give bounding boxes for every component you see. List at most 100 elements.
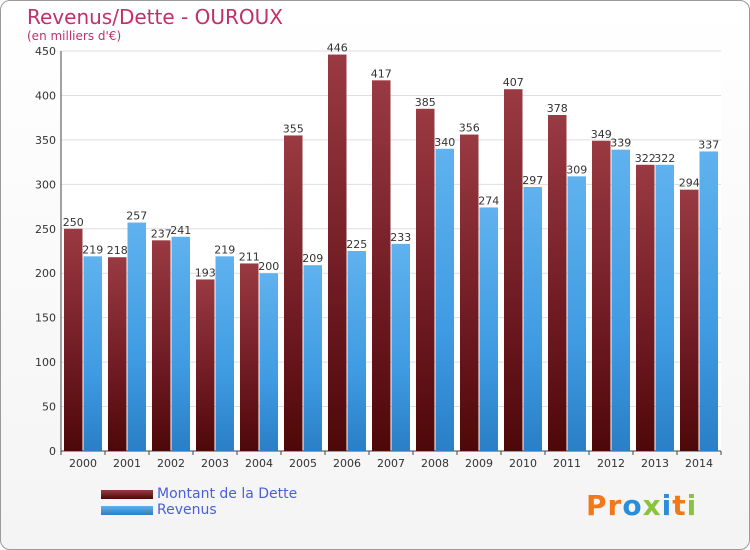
logo-letter: i — [686, 489, 698, 522]
x-tick-label: 2000 — [69, 457, 97, 470]
data-label: 322 — [654, 152, 675, 165]
logo-letter: i — [661, 489, 673, 522]
bar-dette — [416, 108, 435, 452]
legend-label-dette: Montant de la Dette — [157, 486, 298, 502]
y-tick-label: 250 — [35, 223, 56, 236]
data-label: 385 — [415, 96, 436, 109]
data-label: 339 — [610, 137, 631, 150]
proxiti-logo: Proxiti — [586, 489, 697, 522]
y-tick-label: 150 — [35, 312, 56, 325]
chart-subtitle: (en milliers d'€) — [27, 29, 122, 43]
legend-label-revenus: Revenus — [157, 502, 217, 518]
data-label: 378 — [547, 102, 568, 115]
data-label: 200 — [258, 260, 279, 273]
data-label: 218 — [107, 244, 128, 257]
data-label: 241 — [170, 224, 191, 237]
logo-letter: P — [586, 489, 608, 522]
logo-letter: t — [672, 489, 687, 522]
data-label: 225 — [346, 238, 367, 251]
legend-swatch-dette — [101, 490, 153, 499]
bar-revenus — [567, 176, 586, 452]
y-tick-label: 100 — [35, 356, 56, 369]
x-tick-label: 2003 — [201, 457, 229, 470]
data-label: 294 — [679, 177, 700, 190]
data-label: 407 — [503, 76, 524, 89]
data-label: 274 — [478, 194, 499, 207]
bar-revenus — [127, 222, 146, 451]
data-label: 340 — [434, 136, 455, 149]
x-tick-label: 2004 — [245, 457, 273, 470]
x-tick-label: 2007 — [377, 457, 405, 470]
bar-dette — [152, 240, 171, 451]
x-tick-label: 2008 — [421, 457, 449, 470]
bar-dette — [636, 164, 655, 451]
bar-dette — [240, 263, 259, 451]
data-label: 219 — [82, 243, 103, 256]
bar-dette — [504, 89, 523, 451]
data-label: 233 — [390, 231, 411, 244]
bar-dette — [64, 228, 83, 451]
bar-dette — [548, 115, 567, 451]
bar-revenus — [435, 148, 454, 451]
data-label: 237 — [151, 227, 172, 240]
bar-revenus — [347, 251, 366, 451]
bar-revenus — [259, 273, 278, 451]
x-tick-label: 2009 — [465, 457, 493, 470]
data-label: 193 — [195, 266, 216, 279]
x-tick-label: 2014 — [685, 457, 713, 470]
bar-revenus — [83, 256, 102, 451]
bar-dette — [196, 279, 215, 451]
data-label: 417 — [371, 67, 392, 80]
bar-revenus — [523, 187, 542, 451]
y-tick-label: 0 — [49, 445, 56, 458]
bar-dette — [460, 134, 479, 452]
y-tick-label: 350 — [35, 134, 56, 147]
bar-revenus — [171, 236, 190, 451]
y-tick-label: 450 — [35, 45, 56, 58]
bar-revenus — [611, 149, 630, 451]
data-label: 209 — [302, 252, 323, 265]
data-label: 219 — [214, 243, 235, 256]
bar-revenus — [391, 243, 410, 451]
y-tick-label: 200 — [35, 267, 56, 280]
data-label: 337 — [698, 138, 719, 151]
bar-dette — [284, 135, 303, 451]
bar-revenus — [215, 256, 234, 451]
bar-dette — [592, 140, 611, 451]
data-label: 349 — [591, 128, 612, 141]
x-tick-label: 2012 — [597, 457, 625, 470]
x-tick-label: 2011 — [553, 457, 581, 470]
bar-dette — [680, 189, 699, 451]
data-label: 211 — [239, 250, 260, 263]
y-tick-label: 400 — [35, 89, 56, 102]
data-label: 309 — [566, 163, 587, 176]
x-tick-label: 2006 — [333, 457, 361, 470]
legend-swatch-revenus — [101, 506, 153, 515]
data-label: 250 — [63, 216, 84, 229]
data-label: 356 — [459, 122, 480, 135]
bar-revenus — [479, 207, 498, 451]
x-tick-label: 2002 — [157, 457, 185, 470]
bar-dette — [108, 257, 127, 451]
bar-revenus — [655, 164, 674, 451]
y-tick-label: 300 — [35, 178, 56, 191]
bar-dette — [328, 54, 347, 452]
x-tick-label: 2013 — [641, 457, 669, 470]
bar-revenus — [699, 151, 718, 451]
data-label: 355 — [283, 122, 304, 135]
chart-title: Revenus/Dette - OUROUX — [27, 5, 283, 29]
bar-dette — [372, 80, 391, 451]
data-label: 446 — [327, 42, 348, 55]
plot-area — [61, 51, 721, 451]
bar-revenus — [303, 265, 322, 451]
x-tick-label: 2001 — [113, 457, 141, 470]
logo-letter: x — [642, 489, 662, 522]
data-label: 297 — [522, 174, 543, 187]
data-label: 322 — [635, 152, 656, 165]
logo-letter: o — [622, 489, 643, 522]
x-tick-label: 2005 — [289, 457, 317, 470]
data-label: 257 — [126, 210, 147, 223]
logo-letter: r — [607, 489, 623, 522]
x-tick-label: 2010 — [509, 457, 537, 470]
